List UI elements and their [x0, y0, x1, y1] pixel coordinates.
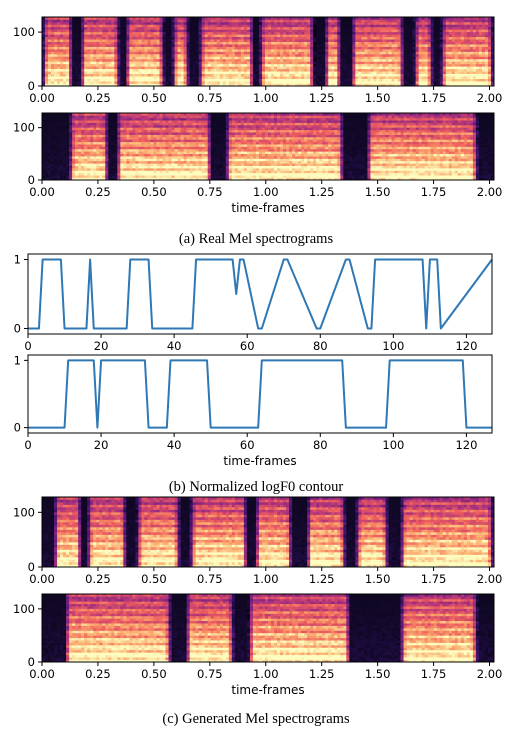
x-tick-label: 1.50 — [365, 572, 391, 586]
logf0-2-series-line — [28, 360, 492, 427]
x-tick-label: 0.25 — [85, 667, 111, 681]
y-tick-label: 100 — [13, 121, 35, 135]
x-tick-label: 0.75 — [197, 667, 223, 681]
x-tick-label: 1.50 — [365, 185, 391, 199]
x-tick-label: 1.00 — [253, 91, 279, 105]
x-tick-label: 0.25 — [85, 572, 111, 586]
x-tick-label: 20 — [94, 339, 109, 353]
x-axis-label: time-frames — [231, 201, 304, 215]
x-tick-label: 0 — [24, 339, 31, 353]
x-tick-label: 0.75 — [197, 572, 223, 586]
y-tick-label: 0 — [28, 655, 35, 669]
y-tick-label: 100 — [13, 25, 35, 39]
x-tick-label: 1.00 — [253, 572, 279, 586]
x-tick-label: 60 — [240, 339, 255, 353]
x-tick-label: 1.75 — [421, 185, 447, 199]
y-tick-label: 0 — [28, 79, 35, 93]
x-tick-label: 0.75 — [197, 185, 223, 199]
caption-c: (c) Generated Mel spectrograms — [0, 711, 512, 728]
y-tick-label: 100 — [13, 505, 35, 519]
x-tick-label: 0.50 — [141, 572, 167, 586]
logf0-1-series-line — [28, 260, 492, 329]
x-tick-label: 0.75 — [197, 91, 223, 105]
x-tick-label: 1.75 — [421, 91, 447, 105]
x-tick-label: 120 — [455, 339, 477, 353]
gen-mel-1-heatmap — [42, 497, 494, 567]
x-tick-label: 1.25 — [309, 572, 335, 586]
x-tick-label: 60 — [240, 438, 255, 452]
x-tick-label: 0.50 — [141, 91, 167, 105]
y-tick-label: 1 — [14, 353, 21, 367]
x-tick-label: 40 — [167, 339, 182, 353]
x-tick-label: 0.00 — [29, 91, 55, 105]
x-tick-label: 100 — [382, 339, 404, 353]
x-tick-label: 120 — [455, 438, 477, 452]
y-tick-label: 1 — [14, 253, 21, 267]
x-tick-label: 0.00 — [29, 572, 55, 586]
logf0-1-plot: 0 20 40 60 80 100 120 0 1 — [14, 253, 492, 353]
real-mel-2-heatmap — [42, 113, 494, 180]
real-mel-2-plot: 0.00 0.25 0.50 0.75 1.00 1.25 1.50 1.75 2.00 0 100… — [13, 113, 502, 215]
y-tick-label: 0 — [28, 173, 35, 187]
x-axis-label: time-frames — [231, 683, 304, 697]
x-tick-label: 1.50 — [365, 91, 391, 105]
y-tick-label: 0 — [14, 421, 21, 435]
x-tick-label: 1.25 — [309, 667, 335, 681]
x-tick-label: 2.00 — [477, 667, 503, 681]
x-tick-label: 0.00 — [29, 667, 55, 681]
x-tick-label: 80 — [313, 339, 328, 353]
x-tick-label: 1.75 — [421, 572, 447, 586]
x-axis-label: time-frames — [223, 454, 296, 468]
y-tick-label: 0 — [28, 560, 35, 574]
x-tick-label: 40 — [167, 438, 182, 452]
caption-b: (b) Normalized logF0 contour — [0, 479, 512, 496]
x-tick-label: 0.50 — [141, 185, 167, 199]
x-tick-label: 1.75 — [421, 667, 447, 681]
x-tick-label: 2.00 — [477, 572, 503, 586]
x-tick-label: 1.00 — [253, 667, 279, 681]
x-tick-label: 1.00 — [253, 185, 279, 199]
x-tick-label: 1.25 — [309, 185, 335, 199]
x-tick-label: 0.50 — [141, 667, 167, 681]
x-tick-label: 80 — [313, 438, 328, 452]
x-tick-label: 0.00 — [29, 185, 55, 199]
x-tick-label: 0 — [24, 438, 31, 452]
gen-mel-2-plot: 0.00 0.25 0.50 0.75 1.00 1.25 1.50 1.75 2.00 0 100… — [13, 594, 502, 697]
caption-a: (a) Real Mel spectrograms — [0, 231, 512, 248]
real-mel-1-plot: 0.00 0.25 0.50 0.75 1.00 1.25 1.50 1.75 2.00 0 100 — [13, 17, 502, 105]
y-tick-label: 0 — [14, 321, 21, 335]
gen-mel-1-plot: 0.00 0.25 0.50 0.75 1.00 1.25 1.50 1.75 2.00 0 100 — [13, 497, 502, 586]
x-tick-label: 100 — [382, 438, 404, 452]
logf0-2-plot: 0 20 40 60 80 100 120 0 1 time-frames — [14, 353, 492, 468]
x-tick-label: 0.25 — [85, 185, 111, 199]
x-tick-label: 1.25 — [309, 91, 335, 105]
x-tick-label: 0.25 — [85, 91, 111, 105]
x-tick-label: 20 — [94, 438, 109, 452]
x-tick-label: 2.00 — [477, 91, 503, 105]
gen-mel-2-heatmap — [42, 594, 494, 662]
y-tick-label: 100 — [13, 602, 35, 616]
real-mel-1-heatmap — [42, 17, 494, 86]
x-tick-label: 1.50 — [365, 667, 391, 681]
x-tick-label: 2.00 — [477, 185, 503, 199]
